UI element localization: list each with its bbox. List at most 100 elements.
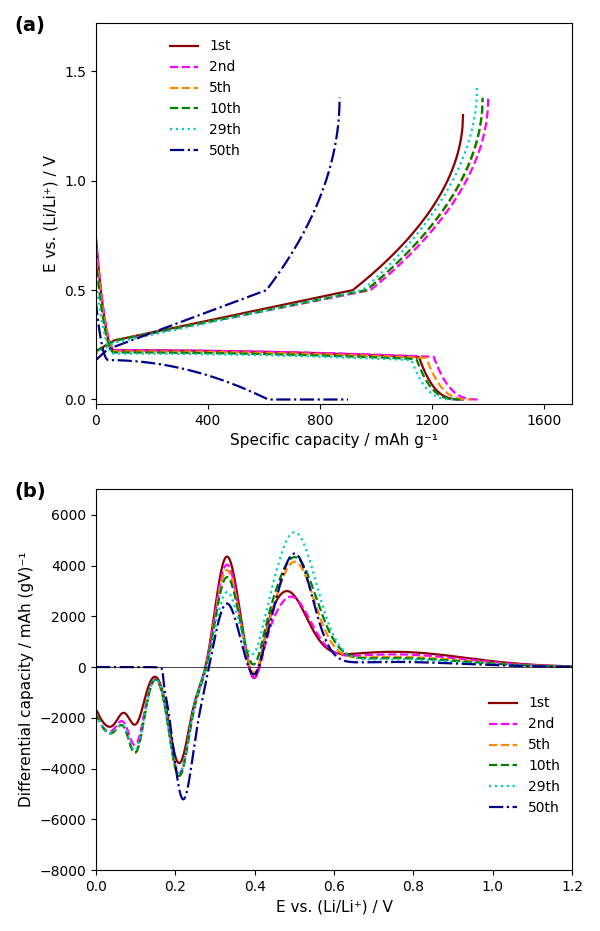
Line: 5th: 5th: [96, 247, 472, 399]
1st: [508, 657, 515, 668]
5th: [377, 351, 384, 362]
1st: [147, 676, 154, 687]
1st: [315, 347, 322, 358]
1st: [176, 758, 183, 769]
1st: [92, 230, 100, 241]
1st: [305, 347, 313, 358]
2nd: [569, 661, 576, 672]
2nd: [147, 681, 154, 692]
5th: [296, 560, 303, 571]
2nd: [223, 560, 230, 571]
Y-axis label: E vs. (Li/Li⁺) / V: E vs. (Li/Li⁺) / V: [43, 155, 58, 272]
29th: [310, 351, 317, 362]
Legend: 1st, 2nd, 5th, 10th, 29th, 50th: 1st, 2nd, 5th, 10th, 29th, 50th: [164, 34, 247, 164]
29th: [301, 351, 308, 362]
5th: [92, 241, 100, 252]
50th: [275, 583, 283, 594]
Line: 29th: 29th: [96, 533, 572, 774]
50th: [175, 781, 182, 792]
10th: [175, 770, 182, 781]
Line: 2nd: 2nd: [96, 565, 572, 774]
2nd: [175, 767, 182, 778]
2nd: [92, 709, 100, 721]
10th: [147, 682, 154, 694]
10th: [296, 554, 303, 565]
1st: [371, 349, 378, 360]
50th: [508, 660, 515, 671]
10th: [115, 347, 122, 358]
10th: [325, 350, 332, 361]
50th: [344, 394, 352, 405]
10th: [508, 659, 515, 670]
50th: [179, 794, 187, 805]
29th: [296, 531, 303, 542]
50th: [291, 548, 298, 560]
50th: [245, 385, 253, 397]
5th: [416, 352, 423, 363]
29th: [451, 394, 458, 405]
5th: [175, 770, 182, 781]
Line: 10th: 10th: [96, 257, 460, 399]
2nd: [508, 658, 515, 669]
2nd: [476, 394, 484, 405]
5th: [291, 556, 298, 567]
50th: [107, 355, 115, 366]
1st: [92, 705, 100, 716]
50th: [569, 661, 576, 672]
X-axis label: Specific capacity / mAh g⁻¹: Specific capacity / mAh g⁻¹: [230, 433, 438, 448]
5th: [115, 345, 122, 357]
29th: [321, 351, 328, 362]
29th: [401, 354, 409, 365]
10th: [560, 661, 567, 672]
5th: [92, 709, 100, 721]
10th: [275, 576, 283, 587]
50th: [239, 383, 246, 394]
5th: [310, 348, 317, 359]
Line: 50th: 50th: [96, 554, 572, 800]
10th: [406, 353, 413, 364]
2nd: [92, 230, 100, 241]
Text: (b): (b): [14, 481, 46, 501]
10th: [313, 350, 320, 361]
29th: [176, 768, 183, 779]
29th: [92, 709, 100, 721]
5th: [176, 770, 183, 781]
1st: [275, 591, 283, 602]
10th: [291, 551, 298, 562]
50th: [560, 661, 567, 672]
10th: [92, 251, 100, 263]
5th: [569, 661, 576, 672]
Legend: 1st, 2nd, 5th, 10th, 29th, 50th: 1st, 2nd, 5th, 10th, 29th, 50th: [484, 691, 565, 821]
50th: [310, 394, 317, 405]
Line: 10th: 10th: [96, 557, 572, 776]
1st: [560, 660, 567, 671]
5th: [560, 661, 567, 672]
5th: [508, 659, 515, 670]
1st: [223, 551, 230, 562]
Line: 50th: 50th: [96, 301, 348, 399]
5th: [275, 584, 283, 595]
29th: [291, 527, 298, 538]
Text: (a): (a): [14, 16, 46, 34]
5th: [147, 682, 154, 694]
1st: [326, 348, 333, 359]
50th: [92, 661, 100, 672]
2nd: [383, 349, 391, 360]
5th: [468, 394, 475, 405]
50th: [92, 295, 100, 306]
50th: [284, 394, 291, 405]
5th: [331, 349, 338, 360]
2nd: [325, 347, 332, 358]
1st: [296, 599, 303, 610]
2nd: [560, 661, 567, 672]
1st: [175, 758, 182, 769]
Line: 29th: 29th: [96, 279, 455, 399]
29th: [569, 661, 576, 672]
29th: [175, 768, 182, 779]
2nd: [423, 351, 430, 362]
10th: [176, 770, 183, 781]
10th: [92, 709, 100, 721]
Y-axis label: Differential capacity / mAh (gV)⁻¹: Differential capacity / mAh (gV)⁻¹: [19, 552, 34, 807]
1st: [115, 344, 122, 356]
50th: [253, 388, 260, 399]
